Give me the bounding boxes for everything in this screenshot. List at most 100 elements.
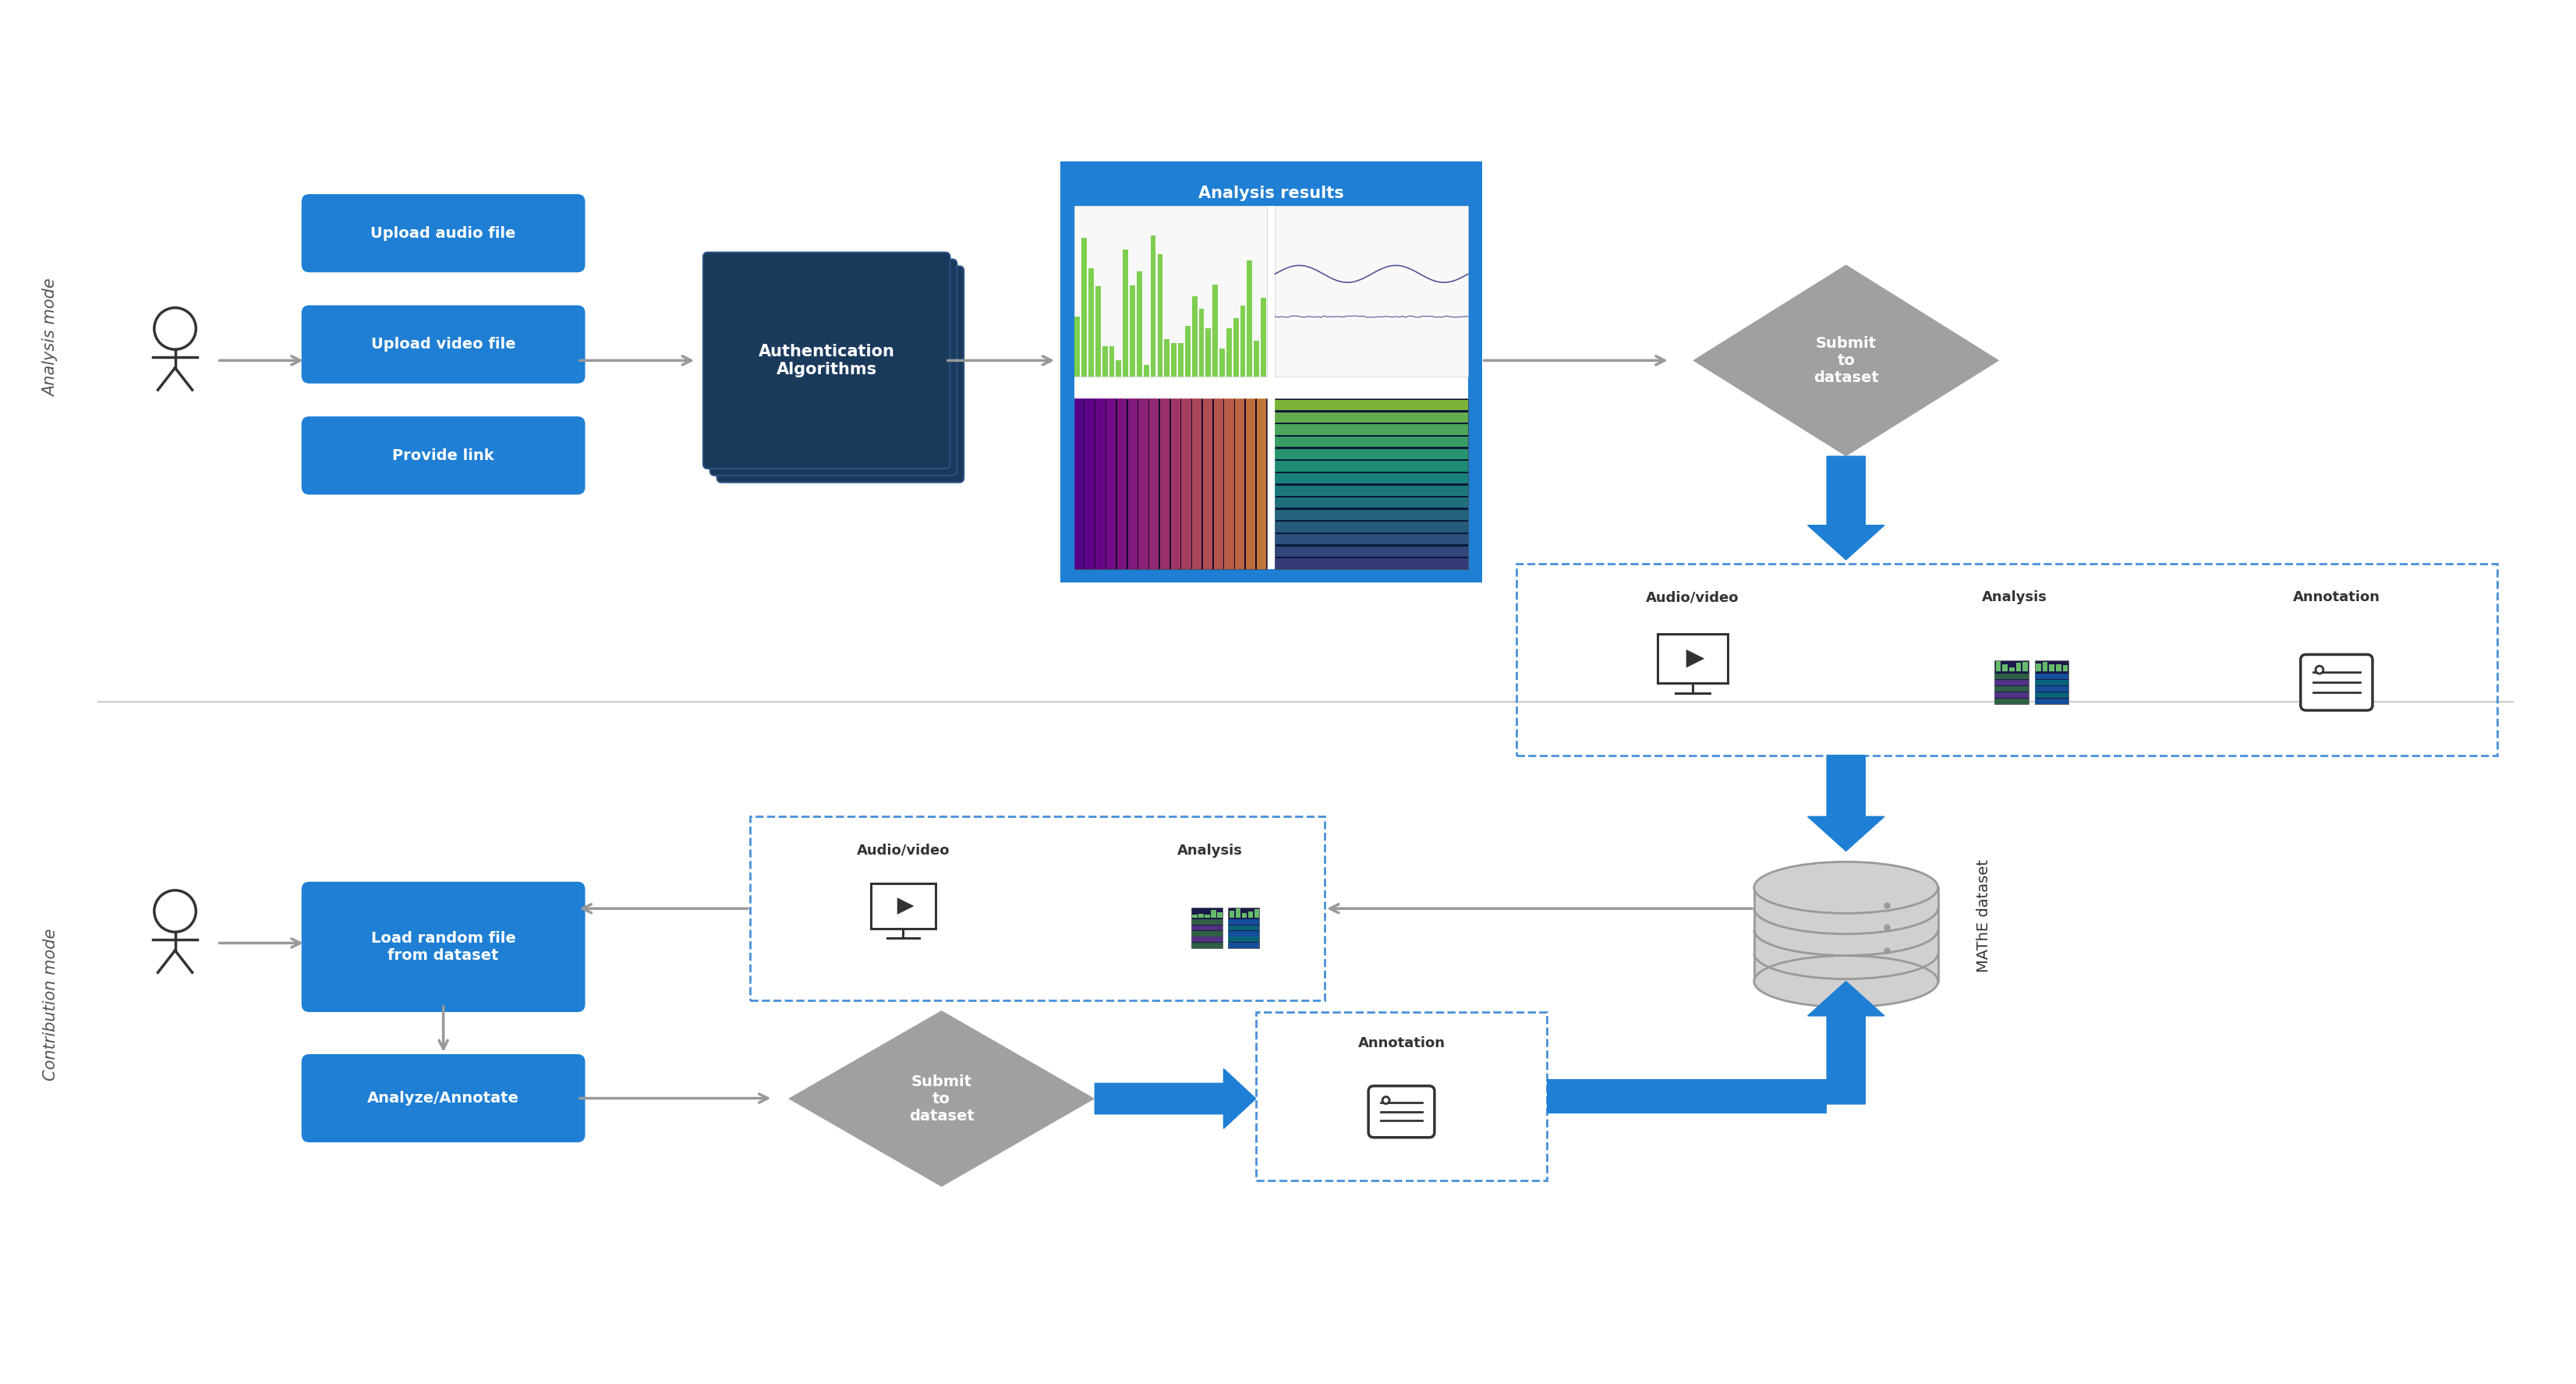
Bar <box>1190 919 1224 925</box>
Bar <box>1193 915 1198 918</box>
Bar <box>2043 663 2048 671</box>
FancyArrow shape <box>1808 457 1883 559</box>
Bar <box>1257 399 1265 569</box>
Bar <box>1193 296 1198 376</box>
Bar <box>1229 925 1260 930</box>
Bar <box>2002 664 2007 671</box>
Bar <box>1275 461 1468 472</box>
Text: Analysis results: Analysis results <box>1198 185 1345 201</box>
Bar <box>1084 399 1095 569</box>
Text: Audio/video: Audio/video <box>855 843 951 858</box>
FancyBboxPatch shape <box>301 417 585 494</box>
Text: Upload video file: Upload video file <box>371 336 515 352</box>
FancyBboxPatch shape <box>301 306 585 383</box>
Bar <box>1226 328 1231 376</box>
Bar <box>1994 699 2027 704</box>
Bar <box>1275 509 1468 520</box>
Bar <box>1247 912 1252 918</box>
FancyBboxPatch shape <box>716 266 963 483</box>
Bar <box>1087 268 1092 376</box>
Bar <box>1275 436 1468 447</box>
FancyBboxPatch shape <box>301 1055 585 1142</box>
FancyArrow shape <box>1095 1068 1255 1128</box>
Bar <box>1216 912 1221 918</box>
Bar <box>1275 399 1468 569</box>
Bar <box>1275 473 1468 483</box>
Bar <box>2014 663 2020 671</box>
Bar <box>1275 498 1468 508</box>
Bar <box>2035 680 2069 685</box>
Bar <box>1074 399 1084 569</box>
Bar <box>2056 664 2061 671</box>
Text: Analysis: Analysis <box>1981 591 2048 605</box>
Bar <box>1275 425 1468 435</box>
FancyBboxPatch shape <box>301 882 585 1012</box>
Bar <box>1260 298 1265 376</box>
Bar <box>1198 913 1203 918</box>
Polygon shape <box>788 1010 1095 1187</box>
Bar <box>1159 399 1170 569</box>
Text: Authentication
Algorithms: Authentication Algorithms <box>757 343 894 378</box>
Text: Contribution mode: Contribution mode <box>44 929 59 1081</box>
Bar <box>1074 317 1079 376</box>
Bar <box>1213 399 1224 569</box>
Bar <box>1095 399 1105 569</box>
Bar <box>1275 547 1468 556</box>
Bar <box>1157 255 1162 376</box>
Bar <box>1994 680 2027 685</box>
Circle shape <box>2316 666 2324 674</box>
Bar <box>1255 1012 1546 1181</box>
Text: Annotation: Annotation <box>2293 591 2380 605</box>
Bar <box>1190 931 1224 937</box>
FancyBboxPatch shape <box>2300 655 2372 710</box>
Text: Audio/video: Audio/video <box>1646 591 1739 605</box>
Bar <box>1105 399 1115 569</box>
Bar <box>2035 686 2069 692</box>
Bar <box>2035 664 2040 671</box>
Bar <box>1275 400 1468 411</box>
Bar <box>1229 911 1234 918</box>
Bar <box>1242 913 1247 918</box>
Bar <box>1239 306 1244 376</box>
Bar <box>1074 399 1267 569</box>
Ellipse shape <box>1754 862 1937 913</box>
Bar <box>1103 346 1108 376</box>
Bar <box>1656 634 1726 684</box>
FancyBboxPatch shape <box>711 259 956 476</box>
Polygon shape <box>896 898 914 915</box>
Bar <box>1149 235 1157 376</box>
Bar <box>1994 686 2027 692</box>
Bar <box>1255 909 1260 918</box>
Bar <box>1994 692 2027 698</box>
Bar <box>1074 206 1468 569</box>
Text: Upload audio file: Upload audio file <box>371 226 515 241</box>
Bar <box>1996 662 2002 671</box>
FancyBboxPatch shape <box>703 252 951 469</box>
Bar <box>1164 339 1170 376</box>
Bar <box>1275 534 1468 544</box>
Bar <box>1229 937 1260 943</box>
Ellipse shape <box>1754 955 1937 1008</box>
FancyArrow shape <box>1808 756 1883 851</box>
Bar <box>1229 908 1260 948</box>
Bar <box>1275 448 1468 459</box>
Bar <box>1144 365 1149 376</box>
Bar <box>1206 915 1208 918</box>
Bar <box>1255 340 1260 376</box>
Bar <box>2035 699 2069 704</box>
Text: Load random file
from dataset: Load random file from dataset <box>371 931 515 963</box>
Bar <box>1229 919 1260 925</box>
Bar <box>1275 522 1468 533</box>
Text: Provide link: Provide link <box>392 448 495 462</box>
Bar <box>1275 412 1468 422</box>
Bar <box>1234 908 1239 918</box>
Bar <box>1190 908 1224 948</box>
Text: Analysis mode: Analysis mode <box>44 278 59 397</box>
Bar <box>1229 931 1260 937</box>
Bar <box>1247 260 1252 376</box>
Bar <box>1754 887 1937 981</box>
FancyBboxPatch shape <box>1368 1086 1435 1138</box>
Bar <box>1115 360 1121 376</box>
Bar <box>750 817 1324 1001</box>
Bar <box>1082 238 1087 376</box>
